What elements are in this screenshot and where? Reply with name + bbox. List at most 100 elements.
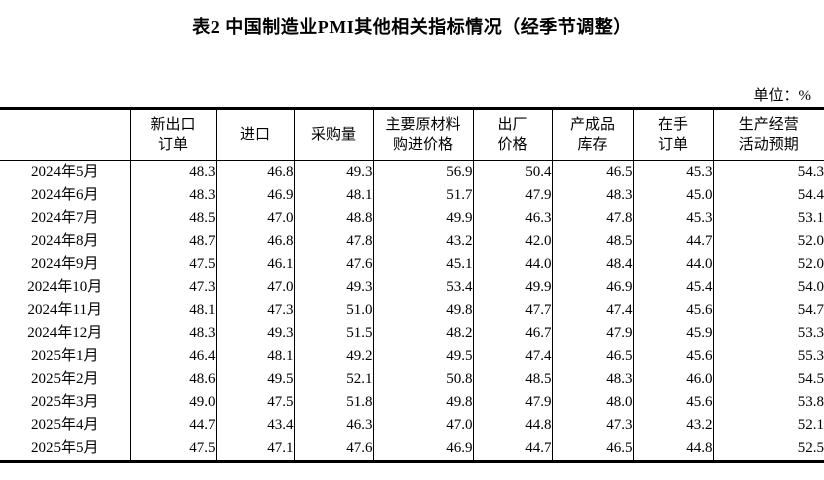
cell-value: 47.0: [215, 207, 294, 230]
cell-value: 49.9: [472, 276, 552, 299]
cell-value: 43.2: [632, 414, 713, 437]
cell-value: 47.4: [551, 299, 633, 322]
cell-value: 51.7: [372, 184, 473, 207]
cell-value: 46.9: [372, 437, 473, 462]
row-label: 2024年11月: [27, 302, 102, 318]
cell-value: 48.8: [293, 207, 373, 230]
cell-value: 47.5: [129, 437, 216, 462]
cell-value: 46.0: [632, 368, 713, 391]
cell-value: 47.3: [129, 276, 216, 299]
row-label: 2024年10月: [27, 279, 103, 295]
cell-value: 54.7: [712, 299, 824, 322]
col-header-new-export-orders: 新出口 订单: [129, 108, 216, 161]
cell-value: 49.8: [372, 299, 473, 322]
row-label: 2024年6月: [30, 187, 99, 203]
row-label: 2025年4月: [30, 417, 99, 433]
cell-value: 52.0: [712, 230, 824, 253]
cell-value: 48.1: [215, 345, 294, 368]
corner-header: [0, 108, 130, 161]
cell-value: 53.3: [712, 322, 824, 345]
table-title: 表2 中国制造业PMI其他相关指标情况（经季节调整）: [192, 17, 632, 37]
cell-value: 47.8: [551, 207, 633, 230]
table-row: 2024年7月 48.5 47.0 48.8 49.9 46.3 47.8 45.3 53.1: [0, 207, 824, 230]
table-row: 2024年6月 48.3 46.9 48.1 51.7 47.9 48.3 45.0 54.4: [0, 184, 824, 207]
cell-value: 45.9: [632, 322, 713, 345]
row-label: 2025年2月: [30, 371, 99, 387]
cell-value: 47.6: [293, 437, 373, 462]
cell-value: 47.0: [372, 414, 473, 437]
cell-value: 48.5: [472, 368, 552, 391]
cell-value: 49.9: [372, 207, 473, 230]
table-row: 2024年11月 48.1 47.3 51.0 49.8 47.7 47.4 45.6 54.7: [0, 299, 824, 322]
cell-value: 45.0: [632, 184, 713, 207]
header-row: 新出口 订单 进口 采购量 主要原材料 购进价格 出厂 价格 产成品 库存 在手…: [0, 108, 824, 161]
cell-value: 47.3: [551, 414, 633, 437]
cell-value: 48.4: [551, 253, 633, 276]
table-row: 2025年1月 46.4 48.1 49.2 49.5 47.4 46.5 45.6 55.3: [0, 345, 824, 368]
cell-value: 45.6: [632, 345, 713, 368]
col-header-purchasing-volume: 采购量: [293, 108, 373, 161]
cell-value: 49.2: [293, 345, 373, 368]
cell-value: 47.5: [129, 253, 216, 276]
cell-value: 48.7: [129, 230, 216, 253]
cell-value: 47.9: [551, 322, 633, 345]
cell-value: 50.4: [472, 160, 552, 184]
cell-value: 48.3: [551, 368, 633, 391]
cell-value: 48.1: [129, 299, 216, 322]
cell-value: 46.4: [129, 345, 216, 368]
row-label: 2025年1月: [30, 348, 99, 364]
row-label: 2024年7月: [30, 210, 99, 226]
cell-value: 46.3: [293, 414, 373, 437]
cell-value: 56.9: [372, 160, 473, 184]
cell-value: 53.1: [712, 207, 824, 230]
cell-value: 47.3: [215, 299, 294, 322]
col-header-business-activity-expectation: 生产经营 活动预期: [712, 108, 824, 161]
cell-value: 49.8: [372, 391, 473, 414]
table-row: 2025年4月 44.7 43.4 46.3 47.0 44.8 47.3 43.2 52.1: [0, 414, 824, 437]
cell-value: 47.9: [472, 184, 552, 207]
unit-label: 单位：%: [753, 88, 812, 104]
cell-value: 44.0: [472, 253, 552, 276]
cell-value: 53.4: [372, 276, 473, 299]
cell-value: 48.3: [551, 184, 633, 207]
cell-value: 48.3: [129, 160, 216, 184]
row-label: 2024年12月: [27, 325, 103, 341]
cell-value: 51.5: [293, 322, 373, 345]
cell-value: 48.5: [551, 230, 633, 253]
cell-value: 48.1: [293, 184, 373, 207]
table-row: 2024年12月 48.3 49.3 51.5 48.2 46.7 47.9 45.9 53.3: [0, 322, 824, 345]
cell-value: 45.6: [632, 391, 713, 414]
cell-value: 43.4: [215, 414, 294, 437]
cell-value: 49.3: [293, 276, 373, 299]
cell-value: 48.2: [372, 322, 473, 345]
cell-value: 44.8: [632, 437, 713, 462]
cell-value: 54.5: [712, 368, 824, 391]
cell-value: 51.8: [293, 391, 373, 414]
cell-value: 51.0: [293, 299, 373, 322]
col-header-finished-goods-inventory: 产成品 库存: [551, 108, 633, 161]
cell-value: 49.5: [215, 368, 294, 391]
cell-value: 43.2: [372, 230, 473, 253]
cell-value: 42.0: [472, 230, 552, 253]
cell-value: 44.7: [472, 437, 552, 462]
col-header-raw-material-purchase-price: 主要原材料 购进价格: [372, 108, 473, 161]
cell-value: 52.1: [293, 368, 373, 391]
cell-value: 49.5: [372, 345, 473, 368]
cell-value: 55.3: [712, 345, 824, 368]
table-row: 2024年5月 48.3 46.8 49.3 56.9 50.4 46.5 45.3 54.3: [0, 160, 824, 184]
cell-value: 48.0: [551, 391, 633, 414]
cell-value: 52.1: [712, 414, 824, 437]
cell-value: 48.3: [129, 184, 216, 207]
cell-value: 48.6: [129, 368, 216, 391]
cell-value: 47.9: [472, 391, 552, 414]
cell-value: 47.6: [293, 253, 373, 276]
cell-value: 46.3: [472, 207, 552, 230]
col-header-ex-factory-price: 出厂 价格: [472, 108, 552, 161]
cell-value: 54.4: [712, 184, 824, 207]
cell-value: 49.3: [215, 322, 294, 345]
cell-value: 45.3: [632, 160, 713, 184]
cell-value: 49.0: [129, 391, 216, 414]
cell-value: 45.4: [632, 276, 713, 299]
row-label: 2025年3月: [30, 394, 99, 410]
